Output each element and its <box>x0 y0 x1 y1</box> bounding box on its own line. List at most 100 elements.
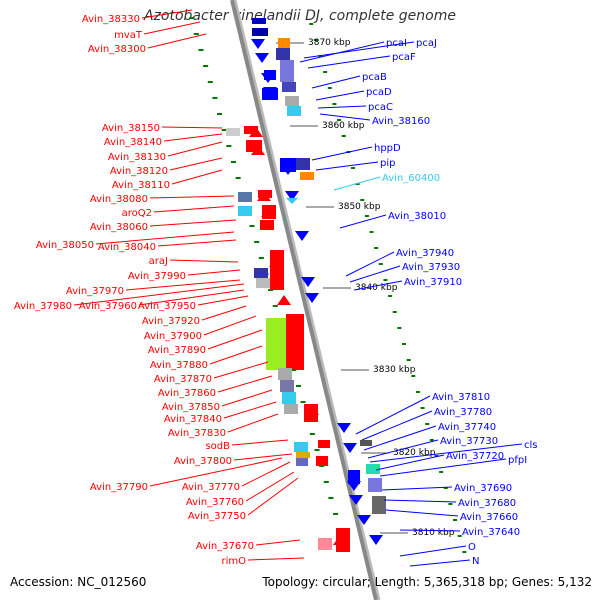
reverse-gene-block <box>368 478 382 492</box>
gene-leader-line <box>187 269 241 276</box>
scale-label: 3810 kbp <box>412 528 455 538</box>
reverse-arrow <box>305 293 319 303</box>
reverse-arrow <box>281 165 295 175</box>
gene-label: Avin_37850 <box>162 402 220 413</box>
gene-leader-line <box>203 315 257 336</box>
gene-label: Avin_38140 <box>104 137 162 148</box>
forward-gene-block <box>294 442 308 452</box>
scale-label: 3850 kbp <box>338 202 381 212</box>
forward-gene-block <box>226 128 240 136</box>
gene-leader-line <box>383 499 457 503</box>
gene-label: aroQ2 <box>122 208 152 219</box>
gene-leader-line <box>399 529 461 532</box>
reverse-arrow <box>295 231 309 241</box>
gene-label: pcaC <box>368 102 393 113</box>
gene-label: pcaD <box>366 87 392 98</box>
gene-label: pcaB <box>362 72 387 83</box>
gene-leader-line <box>381 486 453 491</box>
forward-gene-block <box>318 440 330 448</box>
gene-leader-line <box>303 41 415 59</box>
forward-gene-block <box>286 314 304 370</box>
gene-label: Avin_37930 <box>402 262 460 273</box>
gene-leader-line <box>161 126 223 129</box>
gene-label: Avin_37640 <box>462 527 520 538</box>
gene-leader-line <box>197 295 249 306</box>
gene-leader-line <box>361 410 433 441</box>
reverse-arrow <box>349 495 363 505</box>
gene-label: pcaJ <box>416 38 437 49</box>
gene-label: Avin_38120 <box>110 166 168 177</box>
gene-label: Avin_37900 <box>144 331 202 342</box>
gene-label: Avin_37990 <box>128 271 186 282</box>
reverse-gene-block <box>360 440 372 446</box>
forward-gene-block <box>282 392 296 404</box>
reverse-arrow <box>301 277 315 287</box>
reverse-gene-block <box>372 496 386 514</box>
gene-label: N <box>472 556 479 567</box>
forward-gene-block <box>284 404 298 414</box>
gene-leader-line <box>399 545 467 557</box>
gene-leader-line <box>369 443 523 463</box>
gene-label: Avin_37940 <box>396 248 454 259</box>
reverse-arrow <box>337 423 351 433</box>
gene-leader-line <box>125 279 241 291</box>
forward-arrow <box>251 145 265 155</box>
gene-leader-line <box>315 90 365 101</box>
forward-gene-block <box>280 380 294 392</box>
gene-leader-line <box>95 231 235 245</box>
gene-leader-line <box>73 283 245 306</box>
gene-leader-line <box>201 305 247 321</box>
gene-label: O <box>468 542 476 553</box>
forward-arrow <box>277 295 291 305</box>
gene-leader-line <box>209 345 263 365</box>
reverse-gene-block <box>278 38 290 48</box>
forward-gene-block <box>278 368 292 380</box>
forward-arrow <box>269 257 283 267</box>
gene-label: Avin_37920 <box>142 316 200 327</box>
gene-label: Avin_38160 <box>372 116 430 127</box>
reverse-gene-block <box>366 464 380 474</box>
gene-label: Avin_37800 <box>174 456 232 467</box>
gene-label: pfpI <box>508 455 527 466</box>
gene-leader-line <box>169 259 239 263</box>
reverse-arrow <box>343 443 357 453</box>
gene-label: Avin_37740 <box>438 422 496 433</box>
gene-label: Avin_37910 <box>404 277 462 288</box>
reverse-gene-block <box>285 96 299 106</box>
gene-leader-line <box>247 477 299 516</box>
gene-leader-line <box>149 219 237 227</box>
scale-label: 3860 kbp <box>322 121 365 131</box>
gene-label: Avin_37950 <box>138 301 196 312</box>
forward-gene-block <box>316 456 328 466</box>
gene-label: Avin_37680 <box>458 498 516 509</box>
reverse-gene-block <box>280 60 294 82</box>
highlighted-gene-label: Avin_60400 <box>382 173 440 184</box>
gene-leader-line <box>169 157 223 171</box>
gene-label: Avin_37790 <box>90 482 148 493</box>
gene-label: Avin_37880 <box>150 360 208 371</box>
gene-leader-line <box>217 375 273 393</box>
gene-leader-line <box>167 141 223 157</box>
forward-gene-block <box>254 268 268 278</box>
reverse-gene-block <box>276 48 290 60</box>
gene-leader-line <box>363 425 437 451</box>
gene-leader-line <box>138 289 245 306</box>
reverse-arrow <box>263 87 277 97</box>
gene-leader-line <box>349 265 401 283</box>
gene-label: Avin_37840 <box>164 414 222 425</box>
gene-label: Avin_38130 <box>108 152 166 163</box>
gene-leader-line <box>143 21 201 35</box>
gene-leader-line <box>379 458 507 477</box>
gene-leader-line <box>157 239 237 247</box>
gene-label: sodB <box>205 441 230 452</box>
gene-leader-line <box>317 105 367 109</box>
gene-leader-line <box>333 176 381 191</box>
forward-gene-block <box>296 452 310 458</box>
gene-label: Avin_37750 <box>188 511 246 522</box>
gene-leader-line <box>227 413 279 433</box>
forward-gene-block <box>270 250 284 290</box>
gene-leader-line <box>307 55 391 69</box>
gene-leader-line <box>409 559 471 567</box>
gene-leader-line <box>231 439 289 446</box>
